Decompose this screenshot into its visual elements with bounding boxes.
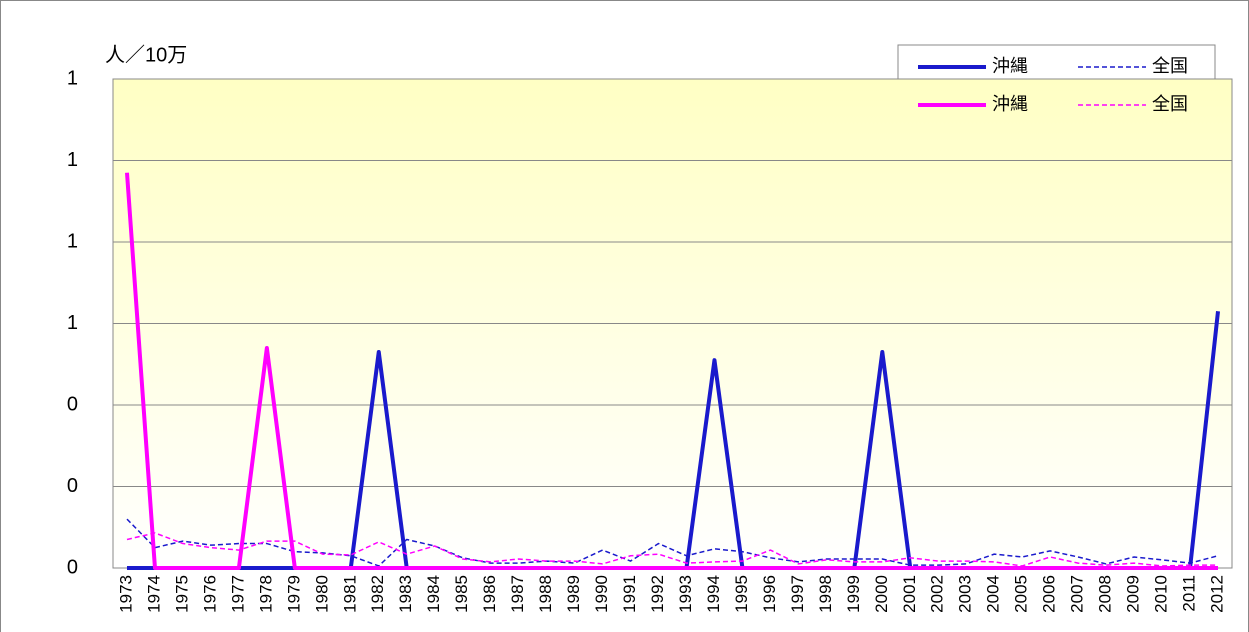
x-tick-label: 1975 xyxy=(172,575,191,613)
y-tick-label: 1 xyxy=(67,312,78,334)
x-tick-label: 1980 xyxy=(312,575,331,613)
x-tick-label: 2010 xyxy=(1152,575,1171,613)
legend-label: 全国 xyxy=(1152,94,1188,114)
x-tick-label: 1991 xyxy=(620,575,639,613)
x-tick-label: 2012 xyxy=(1207,575,1226,613)
x-tick-label: 1998 xyxy=(816,575,835,613)
series-line xyxy=(126,518,1219,567)
x-tick-label: 1974 xyxy=(144,575,163,613)
x-tick-label: 1994 xyxy=(704,575,723,613)
x-tick-label: 2011 xyxy=(1180,575,1199,612)
x-tick-label: 1981 xyxy=(340,575,359,613)
x-tick-label: 2002 xyxy=(928,575,947,613)
x-tick-label: 1986 xyxy=(480,575,499,613)
y-tick-label: 1 xyxy=(67,67,78,89)
x-tick-label: 2005 xyxy=(1012,575,1031,613)
x-tick-label: 1987 xyxy=(508,575,527,613)
x-tick-label: 1979 xyxy=(284,575,303,613)
x-tick-label: 2007 xyxy=(1068,575,1087,613)
x-tick-label: 1973 xyxy=(116,575,135,613)
x-tick-label: 1983 xyxy=(396,575,415,613)
x-tick-label: 1982 xyxy=(368,575,387,613)
x-tick-label: 1985 xyxy=(452,575,471,613)
y-tick-label: 0 xyxy=(67,393,78,415)
x-tick-label: 1992 xyxy=(648,575,667,613)
y-tick-label: 0 xyxy=(67,475,78,497)
x-tick-label: 1990 xyxy=(592,575,611,613)
x-tick-label: 1988 xyxy=(536,575,555,613)
series-line xyxy=(124,172,1219,570)
y-tick-label: 1 xyxy=(67,230,78,252)
series-line xyxy=(126,532,1219,567)
x-tick-label: 2003 xyxy=(956,575,975,613)
x-tick-label: 1978 xyxy=(256,575,275,613)
x-tick-label: 1977 xyxy=(228,575,247,613)
x-tick-label: 2006 xyxy=(1040,575,1059,613)
x-tick-label: 1999 xyxy=(844,575,863,613)
x-tick-label: 1995 xyxy=(732,575,751,613)
legend-label: 沖縄 xyxy=(992,94,1028,114)
x-tick-label: 1996 xyxy=(760,575,779,613)
x-tick-label: 1984 xyxy=(424,575,443,613)
y-tick-label: 0 xyxy=(67,556,78,578)
x-tick-label: 1993 xyxy=(676,575,695,613)
x-tick-label: 1976 xyxy=(200,575,219,613)
legend-label: 沖縄 xyxy=(992,56,1028,76)
x-tick-label: 2004 xyxy=(984,575,1003,613)
legend-label: 全国 xyxy=(1152,56,1188,76)
y-tick-label: 1 xyxy=(67,149,78,171)
x-tick-label: 2001 xyxy=(900,575,919,613)
x-tick-label: 2000 xyxy=(872,575,891,613)
x-tick-label: 1997 xyxy=(788,575,807,613)
x-tick-label: 2009 xyxy=(1124,575,1143,613)
x-tick-label: 1989 xyxy=(564,575,583,613)
x-tick-label: 2008 xyxy=(1096,575,1115,613)
y-axis-label: 人／10万 xyxy=(105,43,187,66)
